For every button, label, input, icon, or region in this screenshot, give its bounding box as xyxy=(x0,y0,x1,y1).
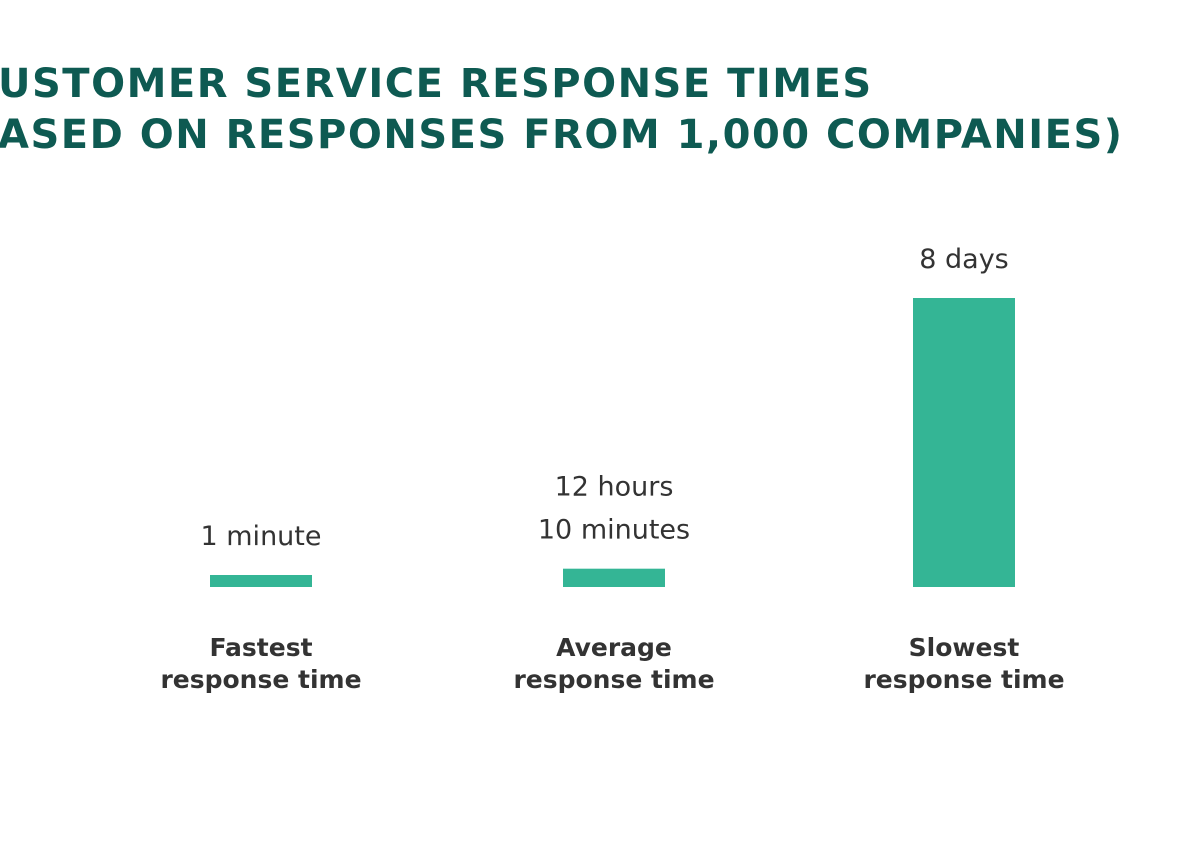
bar xyxy=(563,568,665,587)
value-label: 12 hours xyxy=(555,472,674,503)
x-tick-label: response time xyxy=(160,665,361,694)
x-tick-label: Slowest xyxy=(909,633,1020,662)
value-label: 8 days xyxy=(919,244,1009,275)
bar xyxy=(210,575,312,587)
value-label: 1 minute xyxy=(201,521,322,552)
chart-title: USTOMER SERVICE RESPONSE TIMES xyxy=(0,61,873,107)
x-tick-label: Average xyxy=(556,633,672,662)
value-label: 10 minutes xyxy=(538,515,690,546)
x-tick-label: Fastest xyxy=(209,633,312,662)
chart-title: ASED ON RESPONSES FROM 1,000 COMPANIES) xyxy=(0,112,1124,158)
x-tick-label: response time xyxy=(513,665,714,694)
x-tick-label: response time xyxy=(863,665,1064,694)
bar xyxy=(913,298,1015,587)
